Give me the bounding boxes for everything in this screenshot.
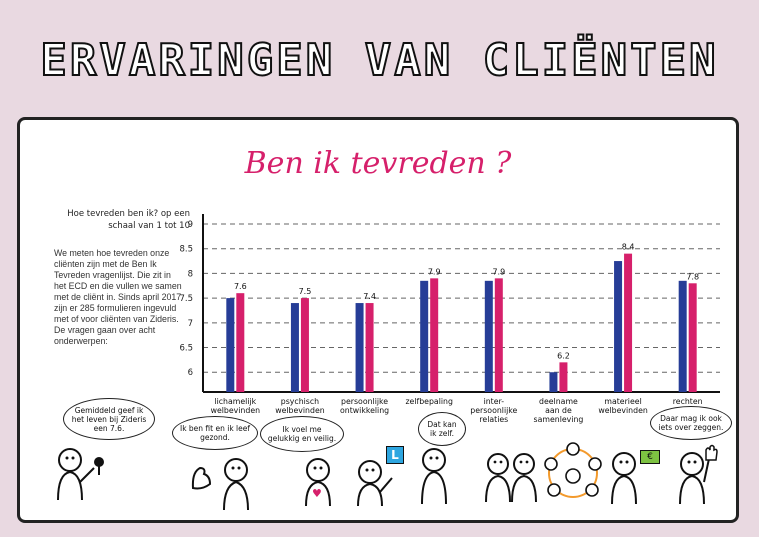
bar-series2	[365, 303, 374, 392]
learner-plate-icon: L	[386, 446, 404, 464]
speech-bubble-fit: Ik ben fit en ik leef gezond.	[172, 416, 258, 450]
data-label: 8.4	[622, 243, 635, 252]
speech-bubble-say: Daar mag ik ook iets over zeggen.	[650, 406, 732, 440]
bar-series1	[226, 298, 235, 392]
data-label: 7.4	[363, 292, 376, 301]
y-tick-label: 6.5	[179, 344, 193, 354]
bar-series1	[484, 280, 493, 392]
money-note-icon: €	[640, 450, 660, 464]
x-tick-label: rechten	[673, 397, 703, 406]
data-label: 7.9	[492, 267, 505, 276]
y-tick-label: 7	[188, 319, 193, 329]
bar-series2	[624, 253, 633, 392]
person-with-money	[611, 452, 637, 504]
heart-icon: ♥	[312, 487, 322, 500]
microphone-icon	[94, 457, 104, 475]
data-label: 7.6	[234, 282, 247, 291]
person-holding-learner-plate	[357, 460, 393, 506]
page-title: ERVARINGEN VAN CLIËNTEN	[39, 34, 719, 87]
bar-series2	[236, 293, 245, 392]
bar-series2	[688, 283, 697, 392]
speech-bubble-self: Dat kan ik zelf.	[418, 412, 466, 446]
bar-chart: 6 6.5 7 7.5 8 8.5 9 7.6 lichamelijk welbevinden 7.…	[179, 214, 720, 424]
y-tick-label: 6	[188, 368, 193, 378]
speech-bubble-average: Gemiddeld geef ik het leven bij Zideris …	[63, 398, 155, 440]
person-flexing	[223, 458, 249, 510]
raised-hand-icon	[705, 444, 718, 461]
bar-series1	[355, 303, 364, 392]
intro-text: We meten hoe tevreden onze cliënten zijn…	[54, 248, 182, 346]
x-tick-label: deelname aan de samenleving	[534, 397, 584, 424]
data-label: 6.2	[557, 351, 570, 360]
bar-series1	[290, 303, 299, 392]
people-network-icon	[544, 442, 602, 498]
person-thinking	[421, 448, 447, 504]
x-tick-label: materieel welbevinden	[598, 397, 648, 415]
chart-panel: Ben ik tevreden ? Hoe tevreden ben ik? o…	[17, 117, 739, 523]
data-label: 7.5	[299, 287, 312, 296]
chart-title: Ben ik tevreden ?	[244, 146, 512, 181]
muscle-arm-icon	[191, 466, 212, 490]
bar-series2	[494, 278, 503, 392]
bar-series1	[420, 280, 429, 392]
x-tick-label: psychisch welbevinden	[275, 397, 325, 415]
x-tick-label: zelfbepaling	[405, 397, 453, 406]
bar-series1	[678, 280, 687, 392]
bar-series1	[549, 372, 558, 392]
bar-series2	[430, 278, 439, 392]
person-with-heart	[305, 458, 331, 506]
bar-series2	[300, 298, 309, 392]
y-tick-label: 8	[188, 269, 193, 279]
bar-series2	[559, 362, 568, 392]
y-tick-label: 8.5	[179, 245, 193, 255]
two-people-talking	[485, 453, 537, 502]
y-tick-label: 9	[188, 220, 193, 230]
data-label: 7.8	[686, 272, 699, 281]
speech-bubble-happy: Ik voel me gelukkig en veilig.	[260, 416, 344, 452]
person-raising-hand	[679, 452, 711, 504]
person-with-microphone	[57, 448, 95, 501]
x-tick-label: inter-persoonlijke relaties	[470, 397, 517, 424]
axis-question: Hoe tevreden ben ik? op een schaal van 1…	[67, 209, 190, 231]
x-tick-label: persoonlijke ontwikkeling	[340, 397, 389, 415]
data-label: 7.9	[428, 267, 441, 276]
bar-series1	[614, 261, 623, 392]
x-tick-label: lichamelijk welbevinden	[211, 397, 261, 415]
y-tick-label: 7.5	[179, 294, 193, 304]
